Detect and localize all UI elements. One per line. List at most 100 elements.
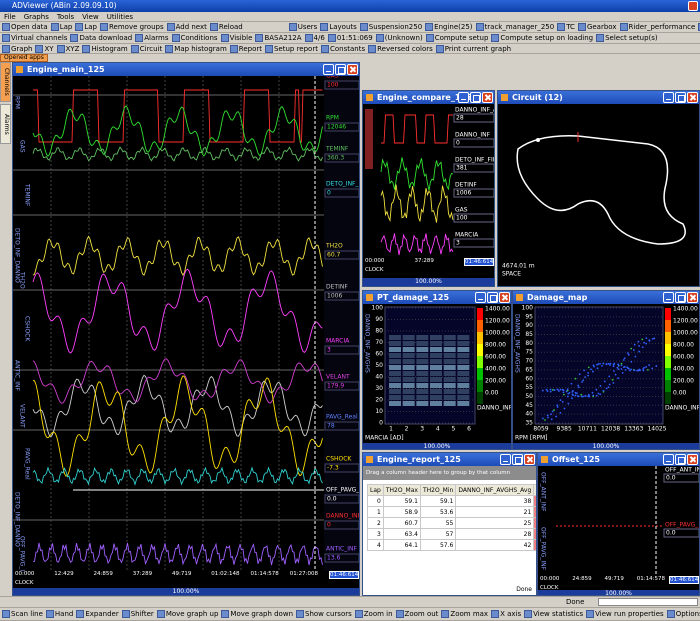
toolbar-button[interactable]: Layouts [320, 23, 357, 31]
toolbar-button[interactable]: X axis [491, 610, 521, 618]
menu-item[interactable]: File [4, 12, 16, 21]
time-axis: 00:000 37:289 01:46:614 [363, 258, 494, 267]
toolbar-button[interactable]: Move graph down [221, 610, 293, 618]
menu-item[interactable]: Utilities [106, 12, 134, 21]
column-header[interactable]: DANNO_INF_AVGHS_Avg [455, 484, 535, 496]
window-max-button[interactable] [512, 454, 523, 465]
toolbar-button[interactable]: Alarms [135, 34, 169, 42]
window-close-button[interactable] [499, 292, 510, 303]
table-row[interactable]: 059.159.13825 [367, 495, 536, 507]
toolbar-button[interactable]: Shifter [121, 610, 154, 618]
toolbar-button[interactable]: BASA212A [255, 34, 302, 42]
zoom-bar[interactable]: 100.00% [13, 588, 359, 595]
table-row[interactable]: 464.157.64225 [367, 539, 536, 551]
side-tab[interactable]: Channels [0, 62, 11, 102]
toolbar-button[interactable]: Open data [2, 23, 48, 31]
toolbar-button[interactable]: Zoom out [395, 610, 438, 618]
toolbar-button[interactable]: Hand [45, 610, 73, 618]
zoom-bar[interactable]: 100.00% [363, 443, 511, 449]
window-max-button[interactable] [335, 64, 346, 75]
toolbar-button[interactable]: Compute setup [425, 34, 488, 42]
window-min-button[interactable] [663, 292, 674, 303]
toolbar-button[interactable]: Setup report [264, 44, 318, 53]
column-header[interactable]: TH2O_Max [382, 484, 421, 496]
toolbar-button[interactable]: Constants [320, 44, 365, 53]
window-min-button[interactable] [458, 92, 469, 103]
toolbar-button[interactable]: Expander [76, 610, 119, 618]
toolbar-button[interactable]: Remove groups [99, 23, 164, 31]
window-min-button[interactable] [323, 64, 334, 75]
table-row[interactable]: 260.7552524 [367, 517, 536, 529]
toolbar-button[interactable]: Visible [220, 34, 252, 42]
window-min-button[interactable] [500, 454, 511, 465]
toolbar-button[interactable]: Select setup(s) [596, 34, 658, 42]
menu-item[interactable]: Graphs [23, 12, 49, 21]
toolbar-button[interactable]: Print current graph [435, 44, 511, 53]
toolbar-button[interactable]: Gearbox [577, 23, 617, 31]
window-close-button[interactable] [347, 64, 358, 75]
toolbar-button[interactable]: Virtual channels [2, 34, 67, 42]
toolbar-button[interactable]: Map histogram [165, 44, 227, 53]
scatter-dot [607, 362, 610, 365]
toolbar-button[interactable]: 4/6 [304, 34, 325, 42]
heat-cell [389, 401, 401, 406]
window-close-button[interactable] [687, 92, 698, 103]
window-min-button[interactable] [475, 292, 486, 303]
zoom-bar[interactable]: 100.00% [513, 443, 699, 449]
toolbar-button[interactable]: 01:51:069 [327, 34, 373, 42]
window-max-button[interactable] [675, 292, 686, 303]
toolbar-button[interactable]: XY [35, 44, 54, 53]
table-row[interactable]: 363.4572826 [367, 528, 536, 540]
close-button[interactable] [688, 1, 698, 11]
window-close-button[interactable] [687, 292, 698, 303]
opened-apps-tab[interactable]: Opened apps [0, 54, 48, 62]
toolbar-button[interactable]: View run properties [586, 610, 664, 618]
window-close-button[interactable] [482, 92, 493, 103]
toolbar-button[interactable]: Add next [166, 23, 207, 31]
zoom-bar[interactable]: 100.00% [538, 590, 699, 595]
toolbar-button[interactable]: Report [229, 44, 262, 53]
toolbar-button[interactable]: (Unknown) [375, 34, 423, 42]
window-close-button[interactable] [524, 454, 535, 465]
toolbar-button[interactable]: XYZ [56, 44, 79, 53]
toolbar-button[interactable]: Zoom max [441, 610, 488, 618]
toolbar-button[interactable]: Circuit [130, 44, 162, 53]
toolbar-button[interactable]: Suspension250 [359, 23, 422, 31]
column-header[interactable]: Lap [367, 484, 384, 496]
toolbar-button[interactable]: Conditions [171, 34, 218, 42]
toolbar-button[interactable]: Engine(25) [425, 23, 473, 31]
window-close-button[interactable] [687, 454, 698, 465]
toolbar-button[interactable]: View statistics [524, 610, 583, 618]
window-max-button[interactable] [470, 92, 481, 103]
toolbar-button[interactable]: Lap [50, 23, 72, 31]
toolbar-button[interactable]: TC [557, 23, 575, 31]
toolbar-button[interactable]: Zoom in [354, 610, 393, 618]
toolbar-button[interactable]: Histogram [82, 44, 128, 53]
menu-item[interactable]: View [82, 12, 99, 21]
column-header[interactable]: TH2O_Min [419, 484, 457, 496]
toolbar-button[interactable]: Graph [2, 44, 32, 53]
menu-item[interactable]: Tools [56, 12, 75, 21]
channel-name: DETINF [455, 182, 477, 189]
toolbar-button[interactable]: Scan line [2, 610, 43, 618]
toolbar-button[interactable]: Users [288, 23, 317, 31]
toolbar-button[interactable]: Reversed colors [368, 44, 433, 53]
toolbar-button[interactable]: Rider_performance [619, 23, 695, 31]
window-max-button[interactable] [675, 92, 686, 103]
window-max-button[interactable] [675, 454, 686, 465]
window-min-button[interactable] [663, 454, 674, 465]
toolbar-button[interactable]: Show cursors [296, 610, 352, 618]
side-tab[interactable]: Alarms [0, 104, 11, 144]
window-max-button[interactable] [487, 292, 498, 303]
zoom-bar[interactable]: 100.00% [363, 278, 494, 286]
toolbar-button[interactable]: Compute setup on loading [491, 34, 593, 42]
window-min-button[interactable] [663, 92, 674, 103]
toolbar-button[interactable]: Reload [209, 23, 243, 31]
toolbar-button[interactable]: Data download [70, 34, 132, 42]
toolbar-button[interactable]: track_manager_250 [475, 23, 554, 31]
toolbar-button[interactable]: Move graph up [156, 610, 218, 618]
toolbar-button[interactable]: check_sensors [698, 23, 700, 31]
toolbar-button[interactable]: Options [666, 610, 700, 618]
toolbar-button[interactable]: Lap [75, 23, 97, 31]
